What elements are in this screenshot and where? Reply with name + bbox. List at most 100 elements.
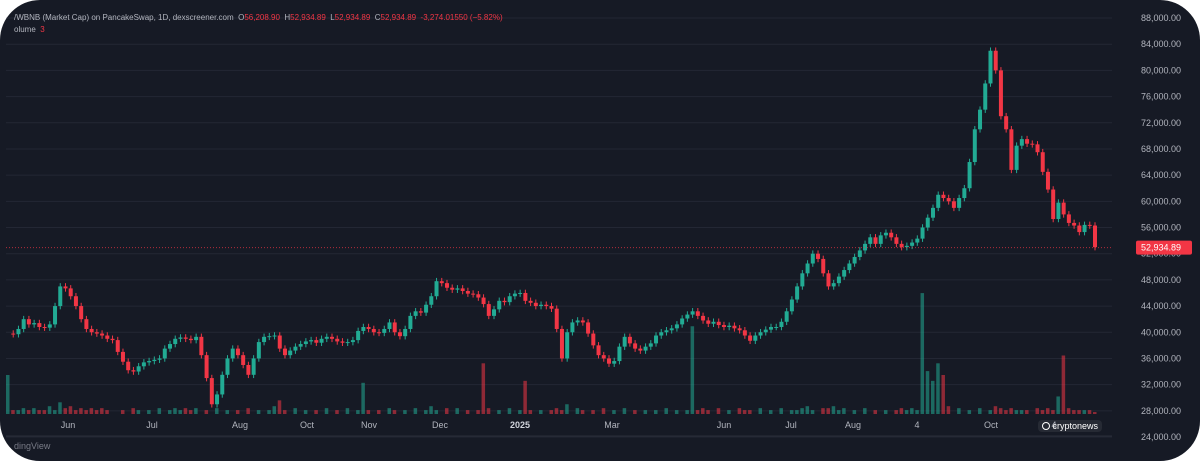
volume-bar — [94, 410, 99, 414]
volume-bar — [936, 363, 940, 414]
x-tick-label: Nov — [361, 420, 378, 430]
candle-body — [188, 338, 193, 341]
candle-body — [899, 243, 904, 248]
volume-bar — [810, 410, 815, 414]
volume-bar — [915, 410, 919, 414]
volume-bar — [894, 410, 898, 414]
volume-bar — [324, 408, 329, 414]
current-price-label: 52,934.89 — [1141, 243, 1181, 253]
volume-bar — [910, 408, 914, 414]
y-tick-label: 44,000.00 — [1141, 301, 1181, 311]
candle-body — [356, 330, 361, 341]
volume-bar — [633, 410, 637, 414]
volume-bar — [147, 410, 151, 414]
candle-body — [324, 336, 329, 339]
volume-bar — [225, 410, 229, 414]
volume-bar — [826, 408, 830, 414]
y-tick-label: 36,000.00 — [1141, 353, 1181, 363]
volume-bar — [377, 410, 381, 414]
volume-bar — [727, 410, 731, 414]
candle-body — [42, 327, 47, 329]
volume-bar — [178, 410, 182, 414]
candle-body — [434, 281, 439, 297]
candle-body — [1061, 202, 1066, 215]
candle-body — [836, 276, 841, 284]
candle-body — [789, 299, 794, 312]
candle-body — [721, 325, 726, 328]
volume-bar — [1056, 396, 1060, 414]
candle-body — [1093, 225, 1097, 248]
volume-bar — [758, 408, 763, 414]
candle-body — [73, 296, 78, 307]
volume-bar — [42, 410, 47, 414]
candle-body — [951, 201, 956, 208]
candle-body — [403, 328, 408, 337]
x-tick-label: 4 — [914, 420, 919, 430]
volume-bar — [554, 408, 559, 414]
candle-body — [16, 328, 21, 335]
volume-bar — [392, 410, 397, 414]
candle-body — [648, 343, 653, 347]
candle-body — [711, 321, 716, 324]
candle-body — [606, 358, 611, 364]
volume-bar — [716, 408, 721, 414]
candle-body — [371, 328, 376, 333]
candle-body — [570, 322, 575, 333]
y-tick-label: 84,000.00 — [1141, 39, 1181, 49]
x-tick-label: Mar — [604, 420, 620, 430]
volume-bar — [1014, 410, 1019, 414]
volume-bar — [967, 410, 972, 414]
candle-body — [225, 358, 230, 375]
volume-bar — [941, 375, 945, 414]
volume-value: 3 — [40, 25, 45, 34]
volume-bar — [434, 410, 439, 414]
volume-bar — [47, 406, 52, 414]
candle-body — [152, 359, 157, 362]
volume-bar — [105, 410, 109, 414]
volume-bar — [267, 410, 271, 414]
volume-bar — [988, 410, 992, 414]
volume-bar — [946, 406, 951, 414]
candle-body — [936, 194, 941, 208]
volume-bar — [1004, 410, 1008, 414]
candle-body — [429, 296, 434, 305]
candle-body — [580, 320, 585, 323]
candle-body — [497, 300, 502, 310]
candle-body — [894, 237, 899, 244]
volume-bar — [314, 410, 318, 414]
y-tick-label: 76,000.00 — [1141, 92, 1181, 102]
candle-body — [993, 50, 998, 71]
volume-bar — [486, 408, 491, 414]
candle-body — [100, 333, 105, 336]
volume-bar — [89, 408, 94, 414]
volume-bar — [168, 410, 172, 414]
candle-body — [68, 288, 73, 297]
x-tick-label: Aug — [845, 420, 861, 430]
volume-bar — [930, 380, 935, 414]
volume-bar — [821, 408, 825, 414]
candle-body — [251, 358, 256, 375]
candle-body — [883, 232, 888, 236]
candle-body — [664, 330, 669, 333]
volume-bar — [565, 404, 569, 414]
candle-body — [627, 336, 632, 344]
candle-body — [988, 50, 993, 84]
volume-bar — [1082, 410, 1087, 414]
candle-body — [136, 366, 141, 372]
candle-body — [424, 304, 429, 313]
volume-bar — [1093, 412, 1097, 414]
candle-body — [413, 311, 418, 316]
high-label: H — [284, 13, 291, 22]
candle-body — [716, 321, 721, 326]
candle-body — [53, 306, 58, 325]
y-tick-label: 28,000.00 — [1141, 406, 1181, 416]
candle-body — [633, 343, 638, 349]
volume-bar — [246, 408, 250, 414]
candle-body — [1087, 224, 1092, 226]
candle-body — [946, 198, 951, 202]
candle-body — [523, 292, 528, 301]
candle-body — [220, 374, 225, 395]
volume-bar — [748, 410, 752, 414]
candle-body — [539, 304, 544, 307]
